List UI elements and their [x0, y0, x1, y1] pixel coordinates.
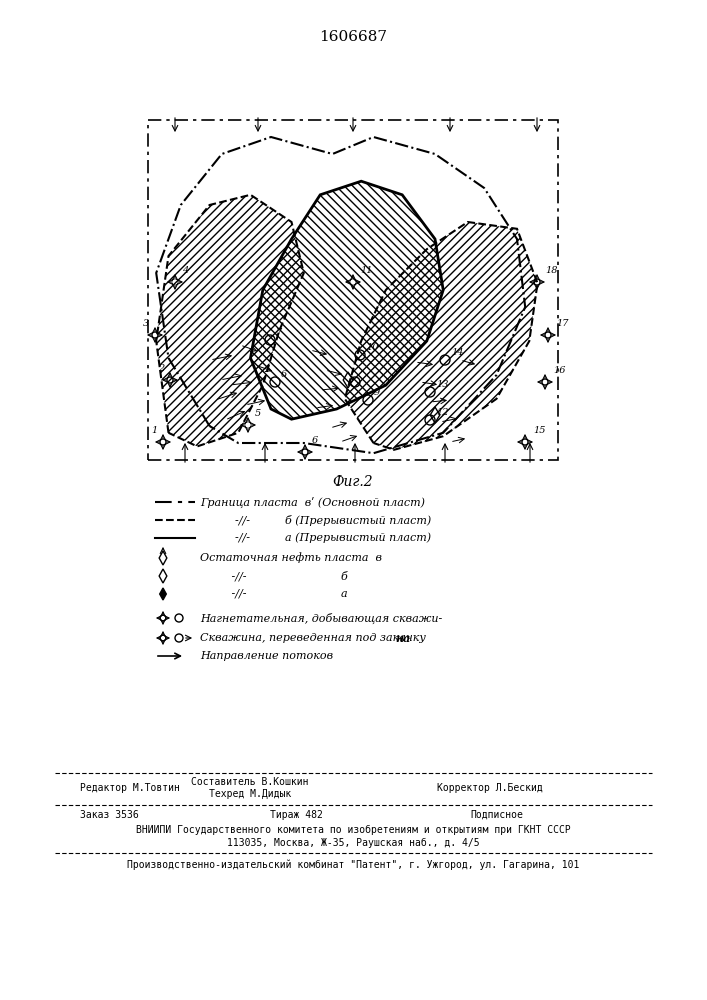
Text: -//-                           б: -//- б	[200, 571, 348, 581]
Text: на: на	[395, 633, 410, 644]
Text: Граница пласта  вʹ (Основной пласт): Граница пласта вʹ (Основной пласт)	[200, 496, 425, 508]
Text: 15: 15	[533, 426, 546, 435]
Text: Техред М.Дидык: Техред М.Дидык	[209, 789, 291, 799]
Text: 1: 1	[151, 426, 157, 435]
Text: 1606687: 1606687	[319, 30, 387, 44]
PathPatch shape	[156, 137, 525, 453]
Text: 4: 4	[182, 266, 188, 275]
Text: 6: 6	[312, 436, 318, 445]
Text: ВНИИПИ Государственного комитета по изобретениям и открытиям при ГКНТ СССР: ВНИИПИ Государственного комитета по изоб…	[136, 825, 571, 835]
Text: -//-                           а: -//- а	[200, 589, 348, 599]
Text: 2: 2	[158, 364, 164, 373]
Text: Тираж 482: Тираж 482	[270, 810, 323, 820]
Text: 9: 9	[374, 388, 380, 397]
Text: Составитель В.Кошкин: Составитель В.Кошкин	[192, 777, 309, 787]
Text: -//-          а (Прерывистый пласт): -//- а (Прерывистый пласт)	[200, 533, 431, 543]
Polygon shape	[160, 588, 166, 600]
Text: 113035, Москва, Ж-35, Раушская наб., д. 4/5: 113035, Москва, Ж-35, Раушская наб., д. …	[227, 838, 479, 848]
Text: Заказ 3536: Заказ 3536	[80, 810, 139, 820]
Text: 7: 7	[276, 328, 282, 337]
Text: 6: 6	[281, 370, 287, 379]
Text: 5: 5	[255, 409, 262, 418]
Text: 16: 16	[553, 366, 566, 375]
Text: Фиг.2: Фиг.2	[333, 475, 373, 489]
Text: 11: 11	[360, 266, 373, 275]
Text: -//-          б (Прерывистый пласт): -//- б (Прерывистый пласт)	[200, 514, 431, 526]
Text: 17: 17	[556, 319, 568, 328]
Text: 3: 3	[143, 319, 149, 328]
Text: Корректор Л.Бескид: Корректор Л.Бескид	[437, 783, 543, 793]
Text: Направление потоков: Направление потоков	[200, 651, 333, 661]
Text: 14: 14	[451, 348, 464, 357]
Text: 12: 12	[436, 408, 448, 417]
Text: Скважина, переведенная под закачку: Скважина, переведенная под закачку	[200, 633, 433, 643]
Text: Остаточная нефть пласта  в: Остаточная нефть пласта в	[200, 553, 382, 563]
Text: 18: 18	[545, 266, 558, 275]
Text: 13: 13	[436, 380, 448, 389]
Text: Нагнетательная, добывающая скважи-: Нагнетательная, добывающая скважи-	[200, 612, 443, 624]
Text: Редактор М.Товтин: Редактор М.Товтин	[80, 783, 180, 793]
Text: 10: 10	[366, 343, 378, 352]
Text: Подписное: Подписное	[470, 810, 523, 820]
Text: Производственно-издательский комбинат "Патент", г. Ужгород, ул. Гагарина, 101: Производственно-издательский комбинат "П…	[127, 859, 579, 869]
